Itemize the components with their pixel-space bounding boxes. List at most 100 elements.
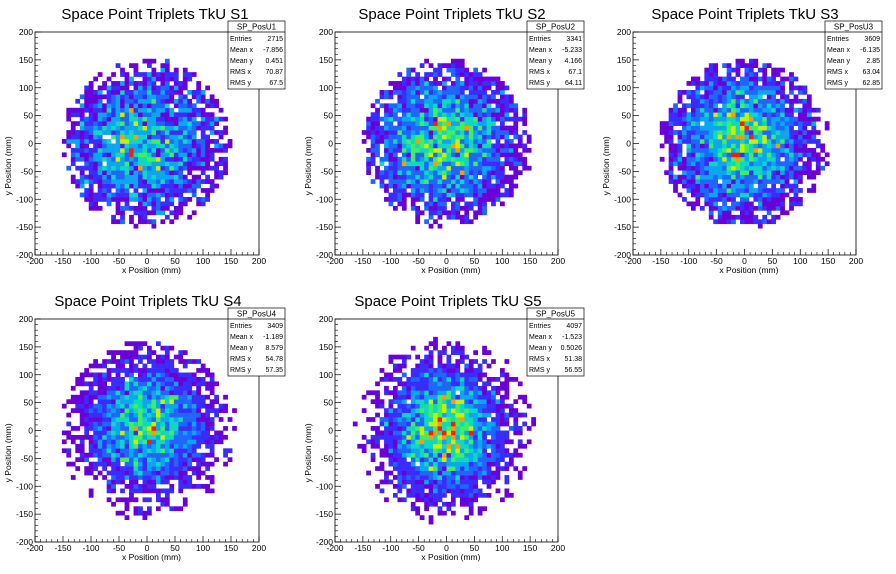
histogram-bin xyxy=(482,130,487,135)
histogram-bin xyxy=(111,98,116,104)
histogram-bin xyxy=(401,143,407,149)
histogram-bin xyxy=(437,107,443,113)
histogram-bin xyxy=(173,205,179,211)
histogram-bin xyxy=(151,466,157,471)
histogram-bin xyxy=(169,488,175,494)
histogram-bin xyxy=(468,412,474,418)
histogram-bin xyxy=(160,376,166,382)
histogram-bin xyxy=(424,188,429,193)
histogram-bin xyxy=(160,112,166,118)
histogram-bin xyxy=(142,116,148,122)
histogram-bin xyxy=(424,501,429,507)
histogram-bin xyxy=(379,139,385,144)
histogram-bin xyxy=(75,434,81,440)
histogram-bin xyxy=(437,197,443,202)
histogram-bin xyxy=(740,192,745,198)
histogram-bin xyxy=(401,139,407,144)
histogram-bin xyxy=(726,81,732,86)
histogram-bin xyxy=(473,399,479,405)
histogram-bin xyxy=(455,112,461,118)
histogram-bin xyxy=(415,219,421,225)
histogram-bin xyxy=(771,103,777,109)
histogram-bin xyxy=(789,121,794,126)
histogram-bin xyxy=(218,417,224,422)
histogram-bin xyxy=(164,188,170,193)
histogram-bin xyxy=(690,76,696,82)
histogram-bin xyxy=(419,457,425,463)
histogram-bin xyxy=(66,412,72,418)
histogram-bin xyxy=(147,89,152,95)
histogram-bin xyxy=(214,103,219,109)
histogram-bin xyxy=(178,165,184,171)
histogram-bin xyxy=(187,107,193,113)
histogram-bin xyxy=(138,457,143,463)
histogram-bin xyxy=(191,130,197,135)
histogram-bin xyxy=(401,197,407,202)
histogram-bin xyxy=(793,197,799,202)
histogram-bin xyxy=(762,130,768,135)
histogram-bin xyxy=(401,201,407,207)
histogram-bin xyxy=(88,421,94,427)
histogram-bin xyxy=(133,421,139,427)
histogram-bin xyxy=(191,426,197,431)
histogram-bin xyxy=(459,434,465,440)
histogram-bin xyxy=(106,130,112,135)
y-tick-label: -50 xyxy=(619,166,632,176)
histogram-bin xyxy=(70,385,76,391)
histogram-bin xyxy=(160,219,166,225)
histogram-bin xyxy=(659,121,665,126)
histogram-bin xyxy=(370,426,376,431)
histogram-bin xyxy=(84,372,90,378)
histogram-bin xyxy=(379,421,385,427)
histogram-bin xyxy=(151,457,157,463)
histogram-bin xyxy=(93,170,99,176)
histogram-bin xyxy=(428,399,434,405)
histogram-bin xyxy=(450,94,456,100)
histogram-bin xyxy=(789,165,794,171)
histogram-bin xyxy=(388,452,394,458)
histogram-bin xyxy=(517,143,523,149)
histogram-bin xyxy=(780,94,785,100)
histogram-bin xyxy=(102,179,107,184)
histogram-bin xyxy=(200,98,206,104)
histogram-bin xyxy=(388,439,394,445)
histogram-bin xyxy=(370,152,376,158)
histogram-bin xyxy=(771,85,777,91)
histogram-bin xyxy=(442,390,447,396)
histogram-bin xyxy=(468,98,474,104)
histogram-bin xyxy=(766,139,772,144)
histogram-bin xyxy=(744,161,750,167)
histogram-bin xyxy=(775,152,781,158)
histogram-bin xyxy=(464,67,470,73)
histogram-bin xyxy=(357,443,363,449)
histogram-bin xyxy=(748,76,754,82)
histogram-bin xyxy=(717,116,723,122)
histogram-bin xyxy=(504,381,510,387)
histogram-bin xyxy=(482,492,487,498)
histogram-bin xyxy=(133,434,139,440)
histogram-bin xyxy=(406,430,412,436)
histogram-bin xyxy=(708,134,714,140)
histogram-bin xyxy=(223,116,228,122)
histogram-bin xyxy=(191,116,197,122)
histogram-bin xyxy=(726,170,732,176)
histogram-bin xyxy=(482,156,487,162)
histogram-bin xyxy=(731,219,736,225)
histogram-bin xyxy=(397,452,403,458)
histogram-bin xyxy=(424,484,429,489)
histogram-bin xyxy=(133,103,139,109)
histogram-bin xyxy=(491,475,496,480)
histogram-bin xyxy=(735,67,741,73)
histogram-bin xyxy=(433,443,438,449)
histogram-bin xyxy=(450,81,456,86)
histogram-bin xyxy=(406,130,412,135)
histogram-bin xyxy=(187,372,193,378)
histogram-bin xyxy=(160,501,166,507)
histogram-bin xyxy=(713,192,719,198)
histogram-bin xyxy=(726,139,732,144)
histogram-bin xyxy=(433,85,438,91)
histogram-bin xyxy=(504,394,510,400)
histogram-bin xyxy=(187,484,193,489)
histogram-bin xyxy=(138,394,143,400)
histogram-bin xyxy=(205,372,211,378)
